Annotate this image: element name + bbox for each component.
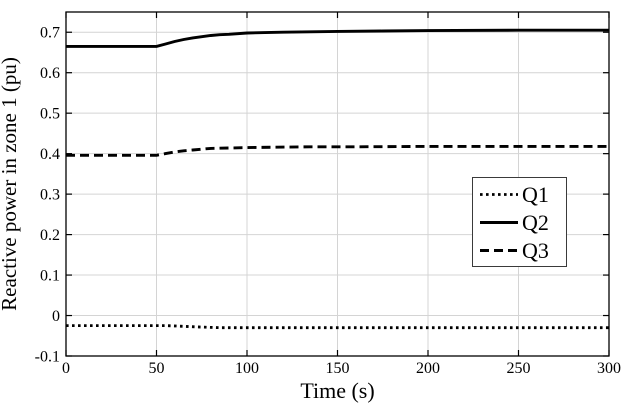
y-tick-label: 0.4 bbox=[40, 146, 60, 163]
legend-sample-dotted-line bbox=[480, 192, 518, 196]
legend: Q1 Q2 Q3 bbox=[472, 177, 567, 267]
y-tick-label: 0.2 bbox=[40, 227, 60, 244]
x-tick-label: 250 bbox=[507, 360, 531, 377]
x-tick-label: 150 bbox=[326, 360, 350, 377]
x-axis-title: Time (s) bbox=[300, 378, 375, 403]
legend-sample-dashed-line bbox=[480, 248, 518, 252]
series-line-q1 bbox=[66, 324, 609, 330]
y-tick-label: 0.7 bbox=[40, 25, 60, 42]
y-tick-label: -0.1 bbox=[35, 349, 60, 366]
legend-item-q2: Q2 bbox=[479, 209, 566, 236]
legend-label: Q1 bbox=[522, 181, 549, 207]
legend-item-q1: Q1 bbox=[479, 181, 566, 208]
legend-item-q3: Q3 bbox=[479, 237, 566, 264]
y-tick-label: 0.5 bbox=[40, 106, 60, 123]
y-tick-label: 0 bbox=[52, 308, 60, 325]
y-tick-label: 0.3 bbox=[40, 187, 60, 204]
legend-label: Q3 bbox=[522, 237, 549, 263]
x-tick-label: 200 bbox=[416, 360, 440, 377]
x-tick-label: 50 bbox=[149, 360, 165, 377]
y-tick-label: 0.6 bbox=[40, 65, 60, 82]
legend-sample-solid-line bbox=[480, 220, 518, 224]
series-line-q2 bbox=[66, 28, 609, 48]
legend-label: Q2 bbox=[522, 209, 549, 235]
y-axis-title: Reactive power in zone 1 (pu) bbox=[0, 57, 21, 311]
x-tick-label: 100 bbox=[235, 360, 259, 377]
series-line-q3 bbox=[66, 144, 609, 157]
x-tick-label: 0 bbox=[62, 360, 70, 377]
y-tick-label: 0.1 bbox=[40, 268, 60, 285]
x-tick-label: 300 bbox=[597, 360, 621, 377]
